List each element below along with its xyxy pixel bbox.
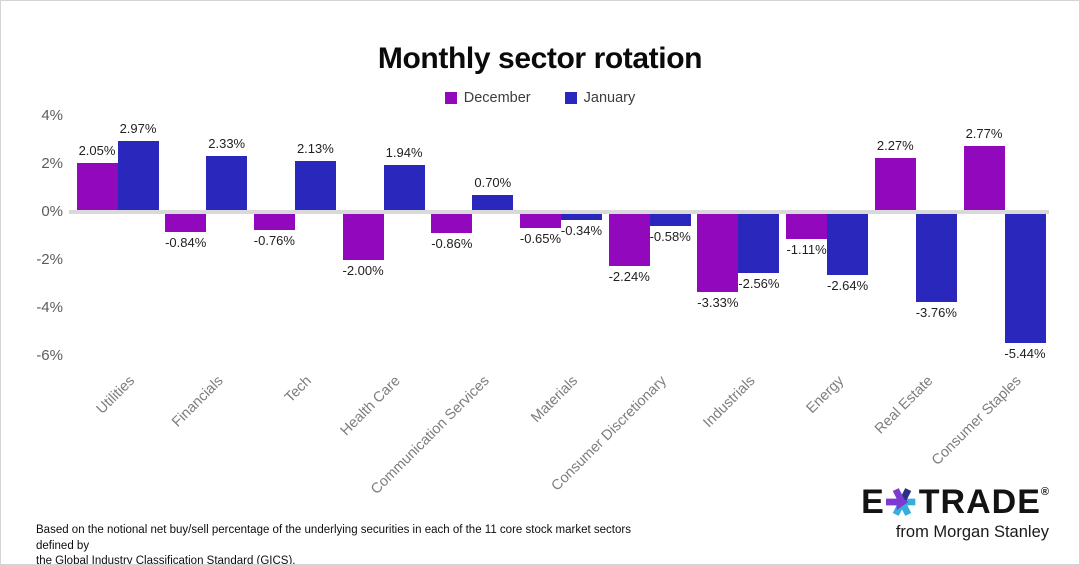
logo-tagline: from Morgan Stanley xyxy=(895,523,1049,541)
bar-january-consumer-discretionary xyxy=(649,212,691,226)
value-label-january-health-care: 1.94% xyxy=(385,145,423,161)
footnote-line-2: the Global Industry Classification Stand… xyxy=(36,555,296,565)
bar-january-real-estate xyxy=(915,212,957,303)
registered-trademark-symbol: ® xyxy=(1040,486,1049,498)
bar-january-industrials xyxy=(738,212,780,274)
etrade-logo: E TRADE ® from Morgan Stanley xyxy=(861,485,1049,542)
y-axis-tick-0-: 0% xyxy=(41,203,63,220)
x-axis-label-financials: Financials xyxy=(169,373,227,431)
bar-december-consumer-staples xyxy=(963,145,1005,212)
value-label-january-real-estate: -3.76% xyxy=(915,305,957,321)
chart-legend: December January xyxy=(1,90,1079,106)
bar-december-consumer-discretionary xyxy=(608,212,650,266)
bar-december-communication-services xyxy=(431,212,473,233)
x-axis-label-tech: Tech xyxy=(282,373,316,406)
logo-letter-e: E xyxy=(861,483,885,521)
value-label-december-financials: -0.84% xyxy=(165,235,207,251)
value-label-january-materials: -0.34% xyxy=(560,223,603,239)
legend-item-december: December xyxy=(444,90,531,106)
value-label-december-energy: -1.11% xyxy=(786,241,827,257)
value-label-december-industrials: -3.33% xyxy=(697,294,739,310)
etrade-asterisk-icon xyxy=(885,488,916,516)
y-axis-tick--6-: -6% xyxy=(36,347,63,364)
x-axis-label-health-care: Health Care xyxy=(337,373,404,440)
bar-january-materials xyxy=(561,212,602,221)
december-swatch-icon xyxy=(444,92,457,104)
bar-january-tech xyxy=(294,160,336,212)
chart-footnote: Based on the notional net buy/sell perce… xyxy=(36,523,636,565)
bar-december-materials xyxy=(520,212,561,228)
value-label-december-health-care: -2.00% xyxy=(342,263,384,278)
value-label-december-consumer-staples: 2.77% xyxy=(965,125,1003,141)
value-label-january-consumer-discretionary: -0.58% xyxy=(649,228,691,244)
value-label-january-utilities: 2.97% xyxy=(119,120,157,136)
legend-item-january: January xyxy=(564,90,636,106)
bar-december-health-care xyxy=(342,212,384,260)
bar-january-financials xyxy=(206,156,248,212)
value-label-january-energy: -2.64% xyxy=(826,278,869,294)
y-axis-tick-4-: 4% xyxy=(41,107,63,124)
value-label-january-consumer-staples: -5.44% xyxy=(1004,345,1046,361)
value-label-january-communication-services: 0.70% xyxy=(474,175,512,191)
bar-december-industrials xyxy=(697,212,739,292)
bar-december-financials xyxy=(165,212,207,233)
value-label-december-utilities: 2.05% xyxy=(78,142,116,158)
y-axis-tick-2-: 2% xyxy=(41,155,63,172)
x-axis-label-energy: Energy xyxy=(803,373,848,417)
x-axis-label-real-estate: Real Estate xyxy=(871,373,937,438)
footnote-line-1: Based on the notional net buy/sell perce… xyxy=(36,524,631,552)
bar-january-communication-services xyxy=(472,195,514,212)
legend-label-december: December xyxy=(463,90,531,106)
chart-title: Monthly sector rotation xyxy=(377,42,703,75)
y-axis-tick--2-: -2% xyxy=(36,251,63,268)
x-axis-label-consumer-staples: Consumer Staples xyxy=(929,373,1025,469)
x-axis-label-materials: Materials xyxy=(528,373,582,426)
zero-axis-line xyxy=(69,210,1049,214)
value-label-december-real-estate: 2.27% xyxy=(876,137,914,153)
bar-december-real-estate xyxy=(874,157,916,212)
bar-december-utilities xyxy=(76,162,118,212)
value-label-december-tech: -0.76% xyxy=(253,233,295,249)
value-label-january-financials: 2.33% xyxy=(208,136,246,152)
etrade-logo-wordmark: E TRADE ® xyxy=(861,485,1049,519)
x-axis-label-utilities: Utilities xyxy=(93,373,138,418)
value-label-december-materials: -0.65% xyxy=(519,230,562,246)
value-label-december-consumer-discretionary: -2.24% xyxy=(608,268,650,284)
value-label-january-tech: 2.13% xyxy=(296,140,334,156)
bar-january-energy xyxy=(827,212,869,276)
value-label-december-communication-services: -0.86% xyxy=(431,235,473,251)
bar-january-utilities xyxy=(117,140,159,212)
january-swatch-icon xyxy=(564,92,577,104)
x-axis-label-industrials: Industrials xyxy=(700,373,759,432)
bar-december-energy xyxy=(786,212,828,239)
logo-word-trade: TRADE xyxy=(918,483,1041,521)
value-label-january-industrials: -2.56% xyxy=(738,276,780,292)
legend-label-january: January xyxy=(583,90,636,106)
y-axis-tick--4-: -4% xyxy=(36,299,63,316)
bar-january-consumer-staples xyxy=(1004,212,1046,343)
bar-january-health-care xyxy=(383,165,425,212)
bar-december-tech xyxy=(253,212,295,231)
